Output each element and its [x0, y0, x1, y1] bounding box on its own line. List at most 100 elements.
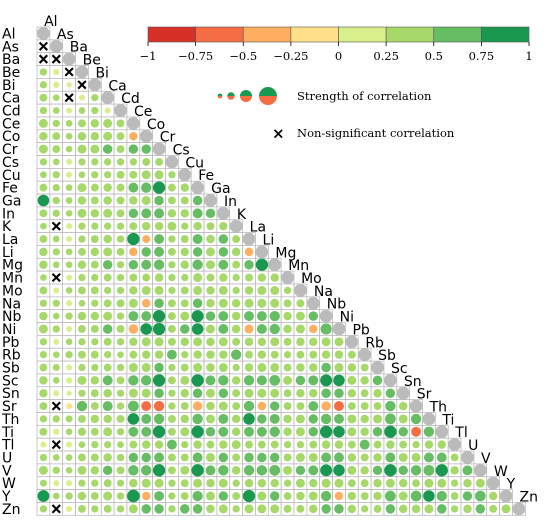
correlation-circle — [78, 235, 86, 243]
correlation-circle — [180, 388, 190, 398]
correlation-circle — [90, 350, 99, 359]
correlation-circle — [232, 505, 240, 513]
correlation-circle — [78, 171, 86, 179]
correlation-circle — [424, 504, 434, 514]
correlation-circle — [65, 415, 73, 423]
correlation-circle — [283, 402, 292, 411]
correlation-circle — [77, 183, 87, 193]
correlation-circle — [78, 504, 86, 513]
correlation-circle — [154, 195, 164, 206]
correlation-circle — [141, 504, 151, 514]
colorbar-segment — [433, 26, 482, 43]
correlation-circle — [270, 298, 280, 308]
correlation-circle — [450, 453, 459, 462]
correlation-circle — [232, 337, 241, 346]
correlation-circle — [103, 427, 113, 437]
correlation-circle — [192, 195, 203, 206]
correlation-circle — [90, 119, 100, 128]
correlation-circle — [180, 183, 190, 192]
correlation-circle — [423, 490, 435, 502]
correlation-circle — [231, 376, 241, 385]
correlation-circle — [78, 389, 86, 397]
correlation-circle — [40, 222, 47, 230]
correlation-circle — [39, 479, 47, 487]
correlation-circle — [116, 119, 125, 128]
nonsignificant-mark — [77, 80, 87, 90]
correlation-circle — [257, 388, 267, 398]
correlation-circle — [168, 402, 176, 410]
correlation-circle — [103, 414, 112, 424]
correlation-circle — [127, 413, 140, 425]
correlation-circle — [360, 427, 369, 437]
correlation-circle — [38, 465, 48, 475]
correlation-circle — [256, 311, 267, 322]
correlation-circle — [232, 389, 241, 398]
correlation-circle — [192, 247, 203, 257]
row-label-sr: Sr — [2, 399, 17, 415]
correlation-circle — [269, 464, 281, 476]
diagonal-label-nb: Nb — [327, 297, 346, 313]
correlation-circle — [218, 504, 228, 514]
correlation-circle — [90, 235, 99, 243]
row-label-v: V — [2, 463, 12, 479]
correlation-circle — [334, 337, 344, 347]
correlation-circle — [283, 427, 292, 437]
correlation-circle — [219, 350, 228, 359]
correlation-circle — [168, 363, 176, 372]
diagonal-mark — [383, 373, 397, 387]
size-legend-circle-top — [240, 90, 252, 96]
correlation-circle — [463, 504, 472, 514]
correlation-circle — [141, 182, 152, 193]
correlation-circle — [257, 298, 267, 308]
correlation-circle — [205, 375, 216, 386]
correlation-circle — [129, 440, 138, 449]
correlation-circle — [91, 171, 99, 179]
correlation-circle — [90, 131, 100, 141]
correlation-circle — [102, 401, 113, 412]
correlation-circle — [128, 388, 138, 398]
colorbar-ticks: −1 −0.75 −0.5 −0.25 0 0.25 0.5 0.75 1 — [140, 42, 533, 63]
correlation-circle — [334, 363, 344, 373]
diagonal-mark — [499, 489, 513, 503]
row-label-u: U — [2, 450, 12, 466]
correlation-circle — [218, 426, 229, 437]
correlation-circle — [53, 338, 60, 345]
correlation-circle — [256, 426, 267, 437]
correlation-circle — [128, 452, 139, 463]
correlation-circle — [308, 375, 319, 386]
correlation-circle — [321, 504, 331, 514]
correlation-circle — [283, 440, 292, 449]
row-label-cs: Cs — [2, 155, 19, 171]
nonsignificant-mark — [51, 54, 61, 64]
correlation-circle — [283, 492, 292, 500]
correlation-circle — [116, 338, 125, 346]
correlation-circle — [39, 131, 48, 141]
correlation-circle — [218, 234, 229, 244]
correlation-circle — [334, 478, 344, 488]
row-label-mo: Mo — [2, 283, 23, 299]
correlation-circle — [128, 363, 138, 373]
correlation-circle — [193, 273, 203, 283]
correlation-circle — [320, 323, 332, 335]
correlation-circle — [244, 311, 254, 322]
correlation-circle — [66, 403, 73, 410]
correlation-circle — [384, 464, 397, 477]
row-label-co: Co — [2, 129, 20, 145]
row-label-mn: Mn — [2, 271, 23, 287]
correlation-circle — [102, 260, 113, 270]
correlation-circle — [347, 504, 357, 514]
correlation-circle — [193, 440, 202, 449]
diagonal-mark — [345, 335, 359, 349]
correlation-circle — [77, 131, 87, 141]
correlation-circle — [257, 273, 267, 282]
correlation-circle — [152, 425, 166, 438]
correlation-circle — [192, 452, 203, 463]
diagonal-mark — [165, 155, 179, 169]
correlation-circle — [475, 478, 485, 488]
correlation-circle — [411, 504, 421, 514]
correlation-circle — [283, 504, 292, 513]
correlation-circle — [193, 363, 203, 373]
correlation-circle — [488, 491, 498, 501]
row-label-cr: Cr — [2, 142, 18, 158]
colorbar-tick-label: −1 — [140, 49, 157, 63]
